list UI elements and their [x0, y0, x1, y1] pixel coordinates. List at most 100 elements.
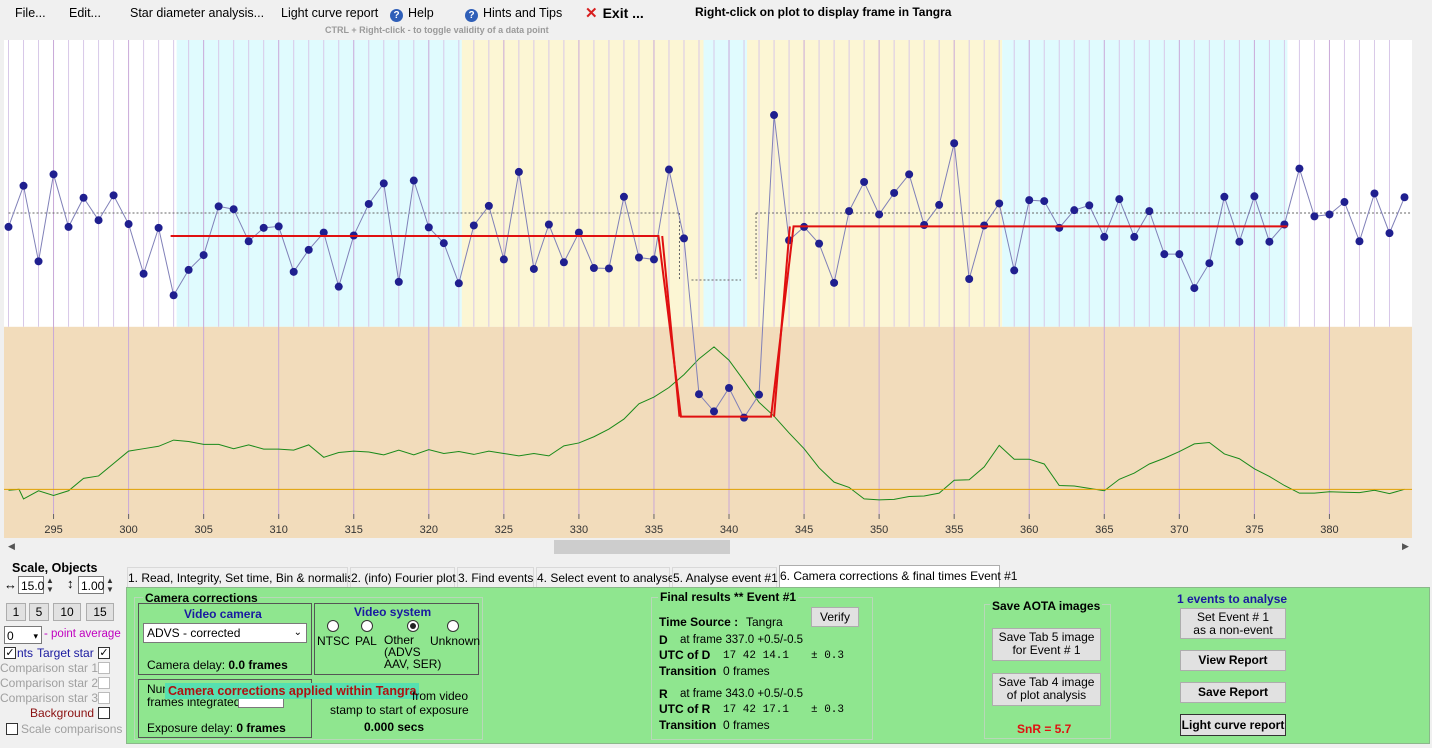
- save-tab5-button[interactable]: Save Tab 5 image for Event # 1: [992, 628, 1101, 661]
- target-star-point: [454, 279, 463, 288]
- scroll-right-icon[interactable]: ▶: [1402, 541, 1409, 551]
- scale-comparisons-checkbox[interactable]: [6, 723, 18, 735]
- x-tick-label: 365: [1095, 524, 1113, 536]
- menu-exit[interactable]: ✕ Exit ...: [585, 4, 644, 22]
- target-star-point: [124, 220, 133, 229]
- region-cyan-2: [703, 40, 748, 327]
- menu-bar: File... Edit... Star diameter analysis..…: [0, 0, 1432, 40]
- x-tick-label: 310: [270, 524, 288, 536]
- target-star-point: [619, 192, 628, 201]
- target-star-point: [109, 191, 118, 200]
- target-star-point: [815, 239, 824, 248]
- scale-10-button[interactable]: 10: [53, 603, 81, 621]
- comparison-1-checkbox[interactable]: [98, 662, 110, 674]
- scale-15-button[interactable]: 15: [86, 603, 114, 621]
- other-sub-label: (ADVS AAV, SER): [384, 645, 442, 671]
- vscale-value[interactable]: 1.00: [78, 576, 104, 594]
- target-star-point: [1340, 198, 1349, 207]
- target-star-point: [409, 176, 418, 185]
- average-select[interactable]: 0 ▾: [4, 626, 42, 644]
- target-star-point: [875, 210, 884, 219]
- menu-hints[interactable]: ? Hints and Tips: [465, 6, 562, 22]
- x-tick-label: 330: [570, 524, 588, 536]
- target-star-point: [394, 277, 403, 286]
- tab-select-event[interactable]: 4. Select event to analyse: [536, 567, 674, 587]
- target-star-point: [304, 245, 313, 254]
- comparison-3-label: Comparison star 3: [0, 691, 99, 705]
- save-tab4-button[interactable]: Save Tab 4 image of plot analysis: [992, 673, 1101, 706]
- comparison-2-checkbox[interactable]: [98, 677, 110, 689]
- scale-1-button[interactable]: 1: [6, 603, 26, 621]
- target-star-point: [1175, 250, 1184, 259]
- snr-value: SnR = 5.7: [1017, 722, 1072, 736]
- target-star-point: [544, 220, 553, 229]
- target-star-point: [1250, 192, 1259, 201]
- tab-fourier-plot[interactable]: 2. (info) Fourier plot: [350, 567, 456, 587]
- ntsc-radio[interactable]: [327, 620, 339, 632]
- light-curve-report-button[interactable]: Light curve report: [1180, 714, 1286, 736]
- x-tick-label: 350: [870, 524, 888, 536]
- points-label: nts: [17, 646, 34, 660]
- camera-delay-label: Camera delay:: [147, 658, 229, 672]
- target-star-point: [935, 200, 944, 209]
- set-non-event-button[interactable]: Set Event # 1 as a non-event: [1180, 608, 1286, 639]
- tab-camera-corrections[interactable]: 6. Camera corrections & final times Even…: [779, 565, 1017, 588]
- light-curve-plot[interactable]: 295 300 305 310 315 320 325 330 335 340 345 350 355 3…: [4, 40, 1412, 538]
- target-star-point: [1220, 192, 1229, 201]
- menu-exit-label: Exit ...: [602, 5, 644, 21]
- target-star-point: [589, 264, 598, 273]
- tab-analyse-event[interactable]: 5. Analyse event #1: [672, 567, 778, 587]
- menu-file[interactable]: File...: [15, 6, 46, 20]
- verify-button[interactable]: Verify: [811, 607, 859, 627]
- scrollbar-thumb[interactable]: [554, 540, 730, 554]
- target-star-point: [890, 188, 899, 197]
- menu-help[interactable]: ? Help: [390, 6, 434, 22]
- vscale-spinner-icon[interactable]: ▲ ▼: [106, 576, 114, 594]
- background-checkbox[interactable]: [98, 707, 110, 719]
- target-star-point: [1370, 189, 1379, 198]
- menu-star-diameter[interactable]: Star diameter analysis...: [130, 6, 265, 20]
- target-star-point: [169, 291, 178, 300]
- camera-delay: Camera delay: 0.0 frames: [147, 658, 288, 672]
- aota-group: [984, 604, 1111, 739]
- camera-select[interactable]: ADVS - corrected ⌄: [143, 623, 307, 643]
- target-star-point: [4, 222, 13, 231]
- target-star-point: [995, 199, 1004, 208]
- save-report-button[interactable]: Save Report: [1180, 682, 1286, 703]
- target-star-point: [1235, 237, 1244, 246]
- pal-radio[interactable]: [361, 620, 373, 632]
- target-star-point: [1145, 207, 1154, 216]
- target-star-point: [259, 223, 268, 232]
- scale-comparisons-label: Scale comparisons: [21, 722, 123, 736]
- tab-read-integrity[interactable]: 1. Read, Integrity, Set time, Bin & norm…: [127, 567, 360, 587]
- hscale-value[interactable]: 15.0: [18, 576, 44, 594]
- target-star-point: [830, 278, 839, 287]
- target-star-point: [1160, 250, 1169, 259]
- hscale-spinner-icon[interactable]: ▲ ▼: [46, 576, 54, 594]
- target-star-point: [319, 228, 328, 237]
- menu-light-curve-report[interactable]: Light curve report: [281, 6, 379, 20]
- target-star-point: [1385, 229, 1394, 238]
- points-checkbox[interactable]: ✓: [4, 647, 16, 659]
- tab-find-events[interactable]: 3. Find events: [457, 567, 534, 587]
- x-tick-label: 360: [1020, 524, 1038, 536]
- view-report-button[interactable]: View Report: [1180, 650, 1286, 671]
- target-star-checkbox[interactable]: ✓: [98, 647, 110, 659]
- scroll-left-icon[interactable]: ◀: [8, 541, 15, 551]
- close-icon: ✕: [585, 5, 598, 22]
- unknown-radio[interactable]: [447, 620, 459, 632]
- utc-d-value: 17 42 14.1: [723, 650, 790, 662]
- target-star-point: [154, 223, 163, 232]
- target-star-point: [1310, 212, 1319, 221]
- target-star-point: [559, 258, 568, 267]
- x-tick-label: 370: [1170, 524, 1188, 536]
- other-radio[interactable]: [407, 620, 419, 632]
- target-star-point: [1265, 237, 1274, 246]
- vertical-scale-icon: ↕: [67, 576, 74, 591]
- time-source-label: Time Source :: [659, 615, 739, 629]
- menu-edit[interactable]: Edit...: [69, 6, 101, 20]
- target-star-point: [184, 265, 193, 274]
- scale-5-button[interactable]: 5: [29, 603, 49, 621]
- target-star-point: [19, 181, 28, 190]
- comparison-3-checkbox[interactable]: [98, 692, 110, 704]
